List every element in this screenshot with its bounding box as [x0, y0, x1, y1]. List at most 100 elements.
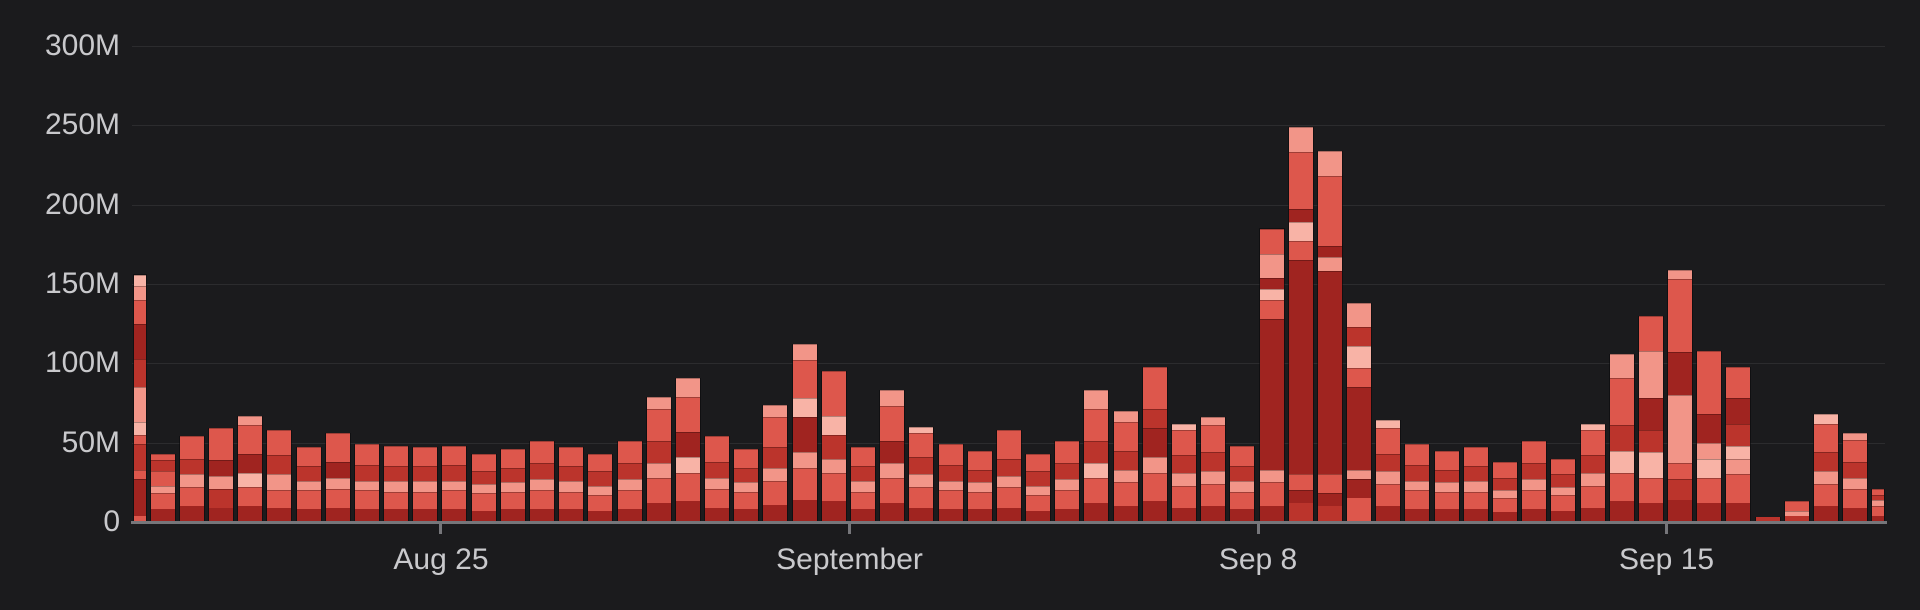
bar[interactable] [237, 415, 264, 522]
bar[interactable] [1637, 315, 1664, 522]
bar[interactable] [908, 426, 935, 522]
bar-segment-semi-dark-red [1055, 463, 1080, 480]
bar-segment-medium-red [646, 409, 671, 442]
bar[interactable] [266, 429, 293, 522]
bar[interactable] [1170, 423, 1197, 522]
bar-segment-semi-dark-red [821, 434, 846, 459]
bar[interactable] [1754, 517, 1781, 522]
bar-segment-dark-red [1872, 515, 1884, 522]
bar-segment-light-salmon [1376, 471, 1401, 484]
bar[interactable] [558, 447, 585, 522]
bar[interactable] [1346, 303, 1373, 522]
bar-segment-dark-red [1347, 387, 1372, 470]
bar-segment-dark-red [675, 431, 700, 457]
bar[interactable] [1025, 453, 1052, 522]
bar[interactable] [1783, 501, 1810, 522]
bar[interactable] [1200, 417, 1227, 522]
bar[interactable] [704, 436, 731, 522]
bar-segment-medium-red [1347, 368, 1372, 388]
bar[interactable] [1112, 410, 1139, 522]
bar[interactable] [645, 396, 672, 522]
bar-segment-dark-red [880, 441, 905, 464]
bar-segment-light-salmon [1347, 303, 1372, 327]
bar-segment-medium-red [938, 444, 963, 465]
bar-segment-light-salmon [880, 390, 905, 407]
bar[interactable] [1812, 414, 1839, 522]
bar[interactable] [132, 274, 147, 522]
bar[interactable] [1083, 390, 1110, 522]
bar-segment-semi-dark-red [471, 471, 496, 484]
bar[interactable] [1375, 420, 1402, 522]
bar[interactable] [1667, 269, 1694, 522]
bar[interactable] [762, 404, 789, 522]
bar[interactable] [1579, 423, 1606, 522]
bar[interactable] [1229, 445, 1256, 522]
bar[interactable] [383, 445, 410, 522]
bar[interactable] [966, 450, 993, 522]
bar[interactable] [529, 441, 556, 522]
bar[interactable] [1842, 433, 1869, 522]
bar[interactable] [1550, 458, 1577, 522]
bar[interactable] [850, 447, 876, 522]
bar-segment-light-salmon [617, 479, 642, 491]
gridline [131, 363, 1885, 365]
bar-segment-medium-red [1113, 482, 1138, 507]
bar[interactable] [1316, 150, 1343, 522]
bar-segment-dark-red [325, 461, 350, 478]
bar-segment-light-salmon [384, 480, 409, 492]
bar-segment-light-salmon [851, 480, 875, 492]
bar-segment-semi-dark-red [150, 460, 175, 472]
bar-segment-dark-red [909, 507, 934, 522]
bar-segment-medium-red [1813, 423, 1838, 453]
bar[interactable] [820, 371, 847, 522]
bar[interactable] [1404, 444, 1431, 522]
bar[interactable] [1696, 350, 1723, 522]
bar-segment-medium-red [1638, 477, 1663, 503]
bar[interactable] [733, 449, 760, 522]
x-axis-tick [439, 523, 443, 534]
bar-segment-semi-dark-red [996, 458, 1021, 476]
bar[interactable] [1258, 228, 1285, 522]
bar-segment-medium-red [1697, 350, 1722, 415]
bar-segment-medium-red [1668, 279, 1693, 353]
bar[interactable] [879, 390, 906, 522]
bar[interactable] [1462, 447, 1489, 522]
bar[interactable] [1871, 488, 1885, 522]
bar[interactable] [1608, 353, 1635, 522]
bar[interactable] [1141, 366, 1168, 522]
bar-segment-medium-red [1638, 315, 1663, 351]
bar[interactable] [616, 441, 643, 522]
bar[interactable] [674, 377, 701, 522]
bar-segment-medium-red [588, 453, 613, 472]
bar[interactable] [353, 444, 380, 522]
bar-segment-medium-red [909, 433, 934, 457]
bar[interactable] [295, 447, 322, 522]
bar[interactable] [791, 344, 818, 522]
bar[interactable] [149, 453, 176, 522]
bar-segment-semi-dark-red [133, 358, 146, 388]
bar[interactable] [1521, 441, 1548, 522]
bar[interactable] [587, 453, 614, 522]
bar[interactable] [324, 433, 351, 522]
bar[interactable] [937, 444, 964, 522]
bar-segment-pale-salmon [1347, 345, 1372, 369]
bar[interactable] [1491, 461, 1518, 522]
bar[interactable] [1287, 126, 1314, 522]
bar[interactable] [1054, 441, 1081, 522]
bar-segment-medium-red [1055, 490, 1080, 510]
bar[interactable] [441, 445, 468, 522]
bar[interactable] [1433, 450, 1460, 522]
bar-segment-light-salmon [1201, 417, 1226, 426]
bar-segment-light-salmon [1026, 485, 1051, 496]
bar-segment-medium-red [1259, 299, 1284, 319]
bar[interactable] [499, 449, 526, 522]
bar[interactable] [470, 453, 497, 522]
x-axis-label: Sep 15 [1618, 543, 1715, 576]
bar[interactable] [995, 429, 1022, 522]
bar-segment-semi-dark-red [617, 463, 642, 480]
bar[interactable] [412, 447, 439, 522]
bar[interactable] [178, 436, 205, 522]
bar[interactable] [1725, 366, 1752, 522]
bar[interactable] [208, 428, 235, 522]
